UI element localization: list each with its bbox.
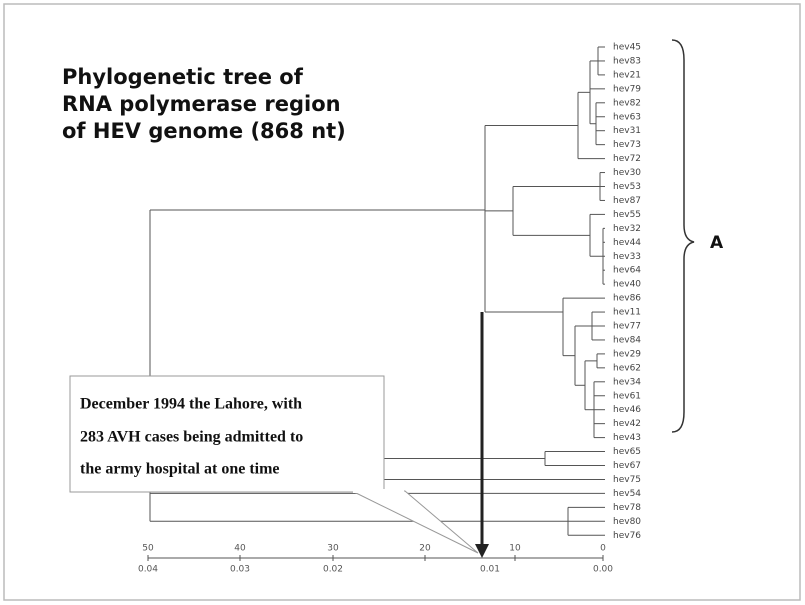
scale-label: 0.02: [323, 565, 343, 575]
title-line: of HEV genome (868 nt): [62, 119, 346, 143]
leaf-label: hev72: [613, 154, 641, 164]
leaf-label: hev46: [613, 405, 641, 415]
scale-label: 0.00: [593, 565, 613, 575]
arrow-head: [475, 544, 489, 558]
callout-seam: [353, 489, 404, 493]
scale-label: 0: [600, 544, 606, 554]
scale-label: 0.01: [480, 565, 500, 575]
leaf-label: hev45: [613, 43, 641, 53]
leaf-label: hev55: [613, 210, 641, 220]
leaf-label: hev54: [613, 489, 641, 499]
scale-label: 30: [327, 544, 339, 554]
leaf-label: hev21: [613, 70, 641, 80]
leaf-label: hev75: [613, 475, 641, 485]
callout: December 1994 the Lahore, with 283 AVH c…: [69, 375, 479, 554]
leaf-label: hev30: [613, 168, 641, 178]
callout-line: December 1994 the Lahore, with: [80, 396, 302, 413]
leaf-label: hev44: [613, 238, 641, 248]
leaf-label: hev53: [613, 182, 641, 192]
leaf-label: hev32: [613, 224, 641, 234]
leaf-label: hev83: [613, 56, 641, 66]
scale-label: 50: [142, 544, 154, 554]
leaf-label: hev87: [613, 196, 641, 206]
leaf-label: hev79: [613, 84, 641, 94]
scale-bar: 50 40 30 20 10 0 0.04 0.03 0.02 0.01 0.00: [138, 544, 613, 575]
leaf-label: hev43: [613, 433, 641, 443]
leaf-label: hev42: [613, 419, 641, 429]
leaf-label: hev78: [613, 503, 641, 513]
leaf-label: hev40: [613, 280, 641, 290]
scale-label: 20: [419, 544, 431, 554]
clade-label: A: [710, 233, 724, 253]
leaf-label: hev77: [613, 322, 641, 332]
leaf-label: hev84: [613, 335, 641, 345]
scale-label: 40: [234, 544, 246, 554]
leaf-label: hev73: [613, 140, 641, 150]
leaf-label: hev62: [613, 363, 641, 373]
leaf-label: hev82: [613, 98, 641, 108]
leaf-label: hev64: [613, 266, 641, 276]
leaf-label: hev67: [613, 461, 641, 471]
title-line: Phylogenetic tree of: [62, 65, 304, 89]
scale-label: 10: [509, 544, 521, 554]
scale-label: 0.03: [230, 565, 250, 575]
callout-box: [69, 375, 385, 493]
leaf-label: hev34: [613, 377, 641, 387]
title-line: RNA polymerase region: [62, 92, 341, 116]
leaf-label: hev31: [613, 126, 641, 136]
leaf-label: hev61: [613, 391, 641, 401]
leaf-label: hev63: [613, 112, 641, 122]
leaf-label: hev65: [613, 447, 641, 457]
leaf-label: hev29: [613, 349, 641, 359]
leaf-label: hev33: [613, 252, 641, 262]
leaf-label: hev86: [613, 294, 641, 304]
leaf-label: hev76: [613, 531, 641, 541]
tree: hev45 hev83 hev21 hev79 hev82 hev63 hev31 hev73…: [149, 43, 641, 541]
clade-bracket: [671, 39, 695, 433]
leaf-label: hev80: [613, 517, 641, 527]
scale-label: 0.04: [138, 565, 158, 575]
callout-line: the army hospital at one time: [80, 461, 280, 478]
leaf-label: hev11: [613, 308, 641, 318]
callout-line: 283 AVH cases being admitted to: [80, 429, 303, 446]
